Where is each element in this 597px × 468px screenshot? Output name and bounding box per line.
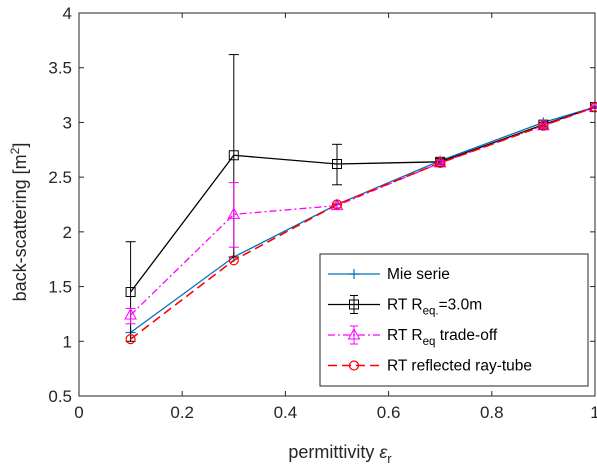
legend-box bbox=[319, 253, 589, 387]
y-tick-label-8: 4 bbox=[63, 4, 72, 23]
legend-label-main: RT R bbox=[387, 327, 423, 344]
y-axis-label-sup: 2 bbox=[8, 147, 22, 154]
legend-entry-4: RT reflected ray-tube bbox=[328, 358, 532, 375]
axes-box bbox=[78, 12, 596, 397]
series-4-point-4 bbox=[435, 157, 446, 169]
series-4-point-2 bbox=[228, 255, 239, 266]
y-tick-label-5: 2.5 bbox=[48, 168, 72, 187]
series-1-line bbox=[130, 106, 596, 334]
x-tick-label-1: 0 bbox=[74, 403, 83, 422]
series-4-point-3-shape bbox=[331, 199, 343, 210]
series-2-point-2 bbox=[228, 150, 239, 161]
y-tick-label-3: 1.5 bbox=[48, 278, 72, 297]
legend-entry-2: RT Req.=3.0m bbox=[328, 295, 482, 318]
legend-label: Mie serie bbox=[387, 266, 450, 283]
legend-marker-shape bbox=[349, 299, 359, 310]
series-2-point-1-shape bbox=[125, 287, 136, 298]
x-tick-label-3: 0.4 bbox=[274, 403, 298, 422]
legend-entry-1: Mie serie bbox=[328, 266, 450, 283]
x-tick-label-5: 0.8 bbox=[480, 403, 504, 422]
legend-label-main: Mie serie bbox=[387, 266, 450, 283]
y-axis-label-main: back-scattering [m bbox=[10, 154, 30, 301]
legend-marker bbox=[349, 269, 359, 279]
legend-marker bbox=[348, 360, 360, 371]
series-2-point-3 bbox=[332, 159, 342, 170]
series-4-point-5 bbox=[538, 120, 549, 131]
axes: 0 0.2 0.4 0.6 0.8 1 0.5 1 1.5 2 2.5 3 3.5 4 bbox=[48, 4, 597, 422]
legend-marker-shape bbox=[347, 327, 361, 340]
series-4-point-5-shape bbox=[538, 120, 549, 131]
series-4-line bbox=[130, 106, 596, 340]
y-axis-label-close: ] bbox=[10, 143, 30, 148]
series-3-point-2-shape bbox=[227, 207, 241, 219]
series-4-point-3 bbox=[331, 199, 343, 210]
legend-marker bbox=[347, 327, 361, 340]
y-tick-label-7: 3.5 bbox=[48, 59, 72, 78]
legend-label-tail: =3.0m bbox=[439, 297, 483, 314]
legend-label: RT Req.=3.0m bbox=[387, 297, 482, 318]
legend-marker-shape bbox=[348, 360, 360, 371]
y-tick-label-2: 1 bbox=[63, 332, 72, 351]
y-tick-label-4: 2 bbox=[63, 223, 72, 242]
y-axis-label: back-scattering [m2] bbox=[8, 143, 30, 302]
series-3-point-1-shape bbox=[124, 307, 137, 320]
legend-label-tail: trade-off bbox=[435, 327, 497, 344]
series-3-errorbar-2 bbox=[228, 182, 239, 248]
legend-label-subscript: eq bbox=[423, 336, 436, 348]
x-tick-label-2: 0.2 bbox=[170, 403, 194, 422]
x-tick-label-6: 1 bbox=[590, 403, 597, 422]
series-4-point-1 bbox=[125, 333, 136, 345]
x-axis-label-subscript: r bbox=[387, 451, 392, 466]
legend-label: RT reflected ray-tube bbox=[387, 358, 532, 375]
series-2-point-1 bbox=[125, 287, 136, 298]
y-tick-label-1: 0.5 bbox=[48, 387, 72, 406]
y-tick-label-6: 3 bbox=[63, 113, 72, 132]
series-3-point-1 bbox=[124, 307, 137, 320]
x-axis-label: permittivity εr bbox=[288, 442, 392, 466]
x-axis-label-main: permittivity bbox=[288, 442, 374, 462]
legend-label-main: RT reflected ray-tube bbox=[387, 358, 532, 375]
legend-label-main: RT R bbox=[387, 297, 423, 314]
series-2-line bbox=[130, 106, 596, 293]
series-4-point-2-shape bbox=[228, 255, 239, 266]
legend-label: RT Req trade-off bbox=[387, 327, 498, 348]
series-4-point-4-shape bbox=[435, 157, 446, 169]
series-4-point-1-shape bbox=[125, 333, 136, 345]
series-2-point-2-shape bbox=[228, 150, 239, 161]
x-axis-label-symbol: ε bbox=[379, 442, 388, 462]
legend-entry-3: RT Req trade-off bbox=[328, 325, 498, 348]
legend-label-subscript: eq. bbox=[423, 306, 439, 318]
x-tick-label-4: 0.6 bbox=[377, 403, 401, 422]
legend-marker bbox=[349, 299, 359, 310]
series-3-point-2 bbox=[227, 207, 241, 219]
series-2-point-3-shape bbox=[332, 159, 342, 170]
